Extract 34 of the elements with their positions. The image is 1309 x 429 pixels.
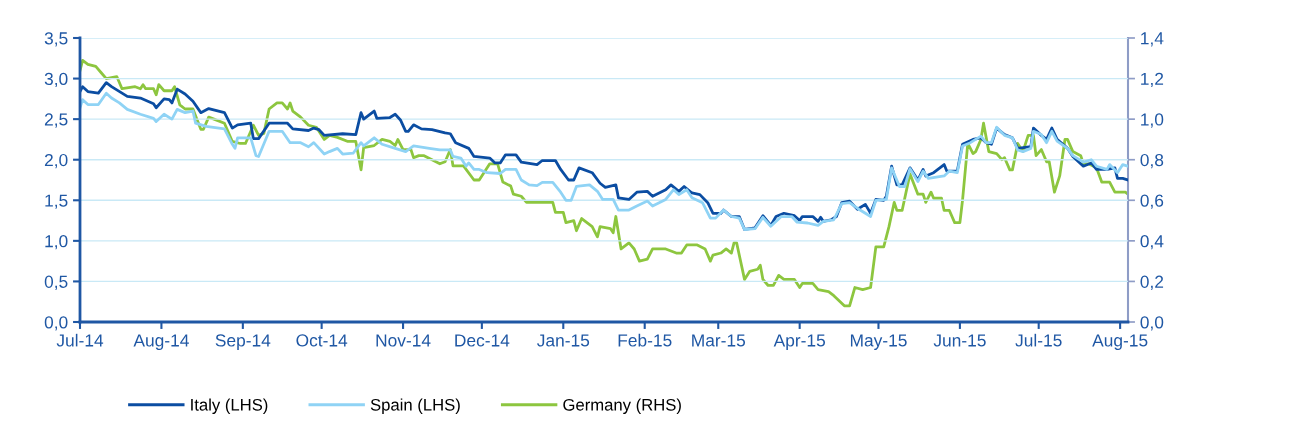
x-tick-label: Aug-14 [133, 334, 189, 350]
y2-tick-label: 0,6 [1140, 194, 1164, 209]
y2-tick-label: 0,8 [1140, 153, 1164, 169]
x-tick-label: Jul-15 [1015, 333, 1062, 347]
x-tick-label: Feb-15 [618, 333, 672, 347]
x-tick-label: Jul-14 [56, 333, 104, 347]
x-tick-label: May-15 [850, 334, 907, 350]
x-tick-label: Apr-15 [773, 334, 826, 350]
x-tick-label: Oct-14 [296, 334, 348, 347]
y-tick-label: 3,0 [44, 72, 68, 88]
legend-label: Italy (LHS) [191, 398, 268, 414]
legend-label: Germany (RHS) [563, 398, 681, 414]
y2-tick-label: 0,0 [1140, 316, 1164, 331]
y-tick-label: 1,5 [45, 194, 68, 209]
x-tick-label: Jun-15 [933, 334, 986, 347]
y2-tick-label: 1,2 [1141, 72, 1164, 88]
x-tick-label: Aug-15 [1092, 334, 1148, 350]
y-tick-label: 3,5 [44, 32, 68, 47]
y-tick-label: 2,5 [44, 113, 68, 128]
y-tick-label: 2,0 [44, 153, 68, 169]
y2-tick-label: 1,4 [1141, 32, 1164, 47]
x-tick-label: Sep-14 [215, 334, 271, 350]
x-tick-label: Nov-14 [376, 334, 431, 347]
legend-label: Spain (LHS) [370, 398, 460, 414]
x-tick-label: Mar-15 [692, 334, 746, 347]
y2-tick-label: 0,2 [1140, 275, 1164, 290]
y-tick-label: 0,5 [44, 275, 68, 290]
line-series [80, 58, 1128, 308]
x-tick-label: Jan-15 [537, 334, 590, 347]
y-tick-label: 0,0 [44, 316, 68, 331]
x-tick-label: Dec-14 [455, 334, 510, 347]
y2-tick-label: 0,4 [1140, 235, 1164, 250]
y2-tick-label: 1,0 [1141, 113, 1164, 128]
y-tick-label: 1,0 [45, 235, 68, 250]
